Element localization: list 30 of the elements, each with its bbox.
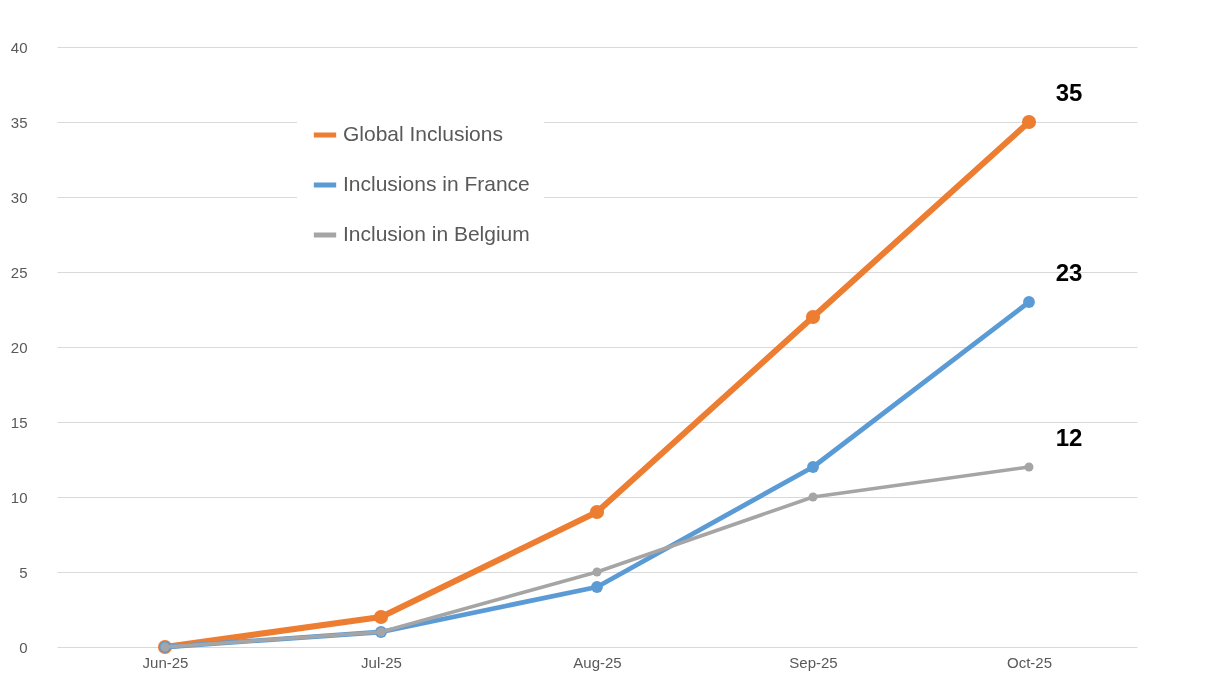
annotation: 35: [1055, 79, 1083, 106]
y-tick-label: 30: [10, 188, 28, 206]
point: [1023, 296, 1035, 308]
x-tick-label: Jun-25: [142, 653, 189, 671]
legend-label: Global Inclusions: [343, 122, 503, 145]
point: [1021, 114, 1037, 130]
annotation: 12: [1055, 424, 1083, 451]
y-tick-label: 5: [19, 563, 28, 581]
x-tick-label: Jul-25: [361, 653, 402, 671]
legend-label: Inclusion in Belgium: [343, 222, 530, 245]
point: [807, 461, 819, 473]
y-tick-label: 20: [10, 338, 28, 356]
y-tick-label: 35: [10, 113, 28, 131]
x-tick-label: Aug-25: [573, 653, 622, 671]
point: [589, 504, 605, 520]
y-tick-label: 25: [10, 263, 28, 281]
x-tick-label: Sep-25: [789, 653, 838, 671]
y-tick-label: 0: [19, 638, 28, 656]
point: [591, 581, 603, 593]
y-tick-label: 15: [10, 413, 28, 431]
point: [808, 492, 818, 502]
point: [805, 309, 821, 325]
annotation: 23: [1055, 259, 1083, 286]
point: [373, 609, 389, 625]
y-tick-label: 40: [10, 38, 28, 56]
legend-label: Inclusions in France: [343, 172, 530, 195]
point: [592, 567, 602, 577]
x-tick-label: Oct-25: [1006, 653, 1053, 671]
y-tick-label: 10: [10, 488, 28, 506]
point: [1024, 462, 1034, 472]
